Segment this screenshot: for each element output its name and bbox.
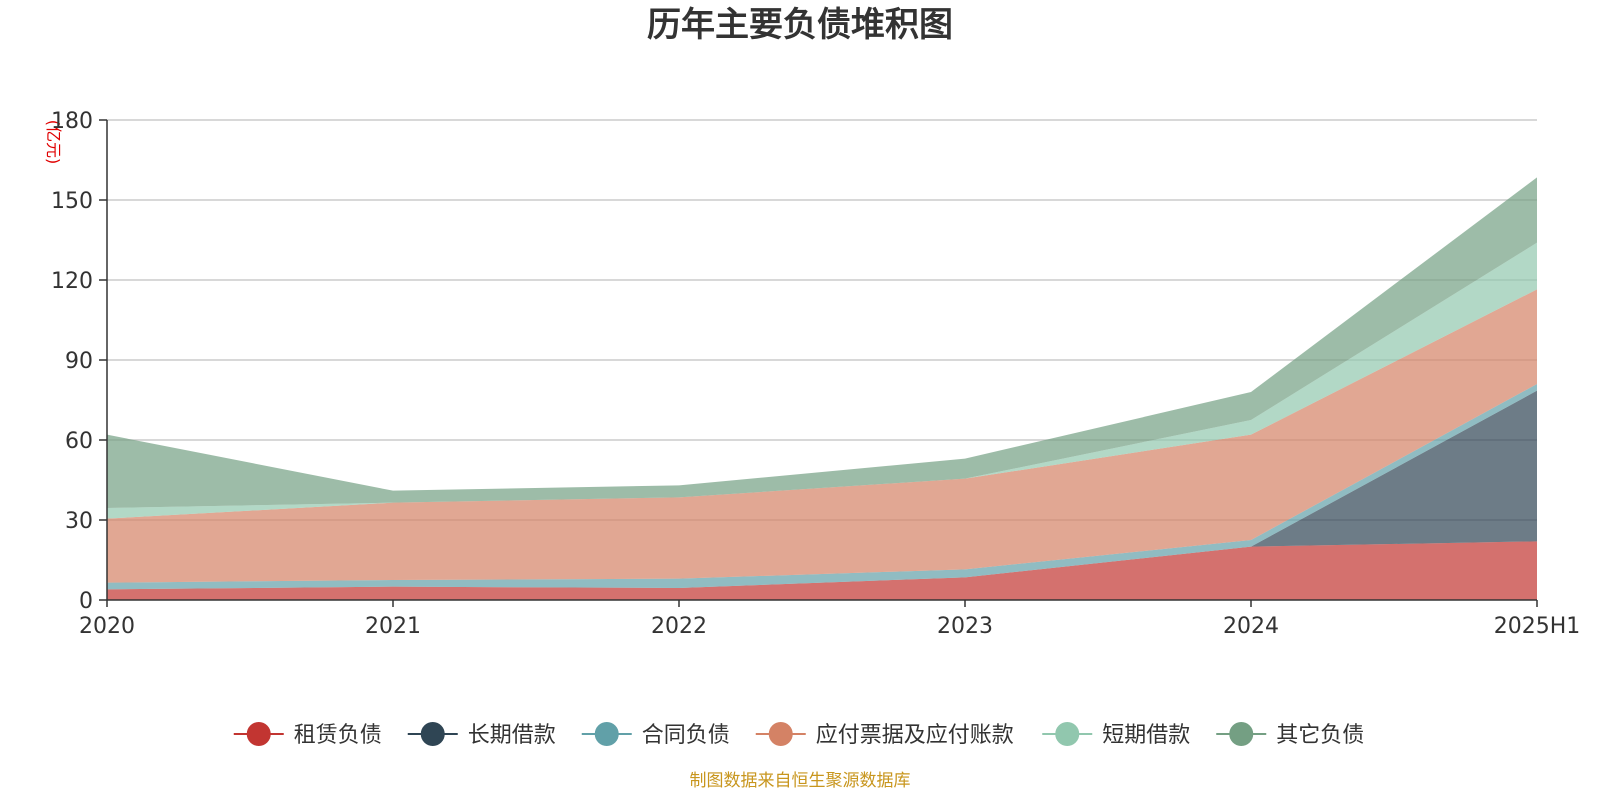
area-series-5 — [107, 177, 1537, 509]
x-tick-label: 2025H1 — [1494, 614, 1581, 639]
y-tick-label: 180 — [51, 109, 93, 134]
x-tick-label: 2024 — [1223, 614, 1279, 639]
legend-item-1[interactable]: 长期借款 — [407, 722, 556, 748]
legend-item-3[interactable]: 应付票据及应付账款 — [755, 722, 1014, 748]
legend-label: 其它负债 — [1276, 723, 1364, 748]
legend-item-5[interactable]: 其它负债 — [1216, 722, 1364, 748]
legend-marker-icon — [594, 722, 619, 746]
axes: 0 30 60 90 120 150 180 2020 2021 2022 2023 2024 2025… — [51, 109, 1580, 639]
legend: 租赁负债 长期借款 合同负债 应付票据及应付账款 短期借款 其它负债 — [233, 722, 1364, 748]
legend-marker-icon — [1055, 722, 1080, 746]
legend-marker-icon — [1229, 722, 1254, 746]
legend-item-4[interactable]: 短期借款 — [1042, 722, 1190, 748]
y-axis-unit-label: (亿元) — [44, 120, 63, 165]
area-series-3 — [107, 289, 1537, 583]
y-tick-label: 0 — [79, 589, 93, 614]
x-tick-label: 2020 — [79, 614, 135, 639]
y-tick-label: 150 — [51, 189, 93, 214]
x-tick-label: 2022 — [651, 614, 707, 639]
legend-label: 合同负债 — [642, 723, 730, 748]
x-tick-label: 2021 — [365, 614, 421, 639]
area-series-0 — [107, 541, 1537, 600]
legend-label: 租赁负债 — [294, 723, 382, 748]
legend-label: 长期借款 — [468, 723, 556, 748]
legend-marker-icon — [420, 722, 445, 746]
x-tick-label: 2023 — [937, 614, 993, 639]
legend-label: 应付票据及应付账款 — [816, 723, 1014, 748]
legend-item-0[interactable]: 租赁负债 — [233, 722, 382, 748]
legend-item-2[interactable]: 合同负债 — [581, 722, 730, 748]
chart-title: 历年主要负债堆积图 — [647, 5, 953, 45]
y-tick-label: 90 — [65, 349, 93, 374]
y-tick-label: 120 — [51, 269, 93, 294]
legend-marker-icon — [246, 722, 271, 746]
legend-label: 短期借款 — [1102, 723, 1190, 748]
y-tick-label: 30 — [65, 509, 93, 534]
data-source-note: 制图数据来自恒生聚源数据库 — [690, 771, 911, 791]
y-tick-label: 60 — [65, 429, 93, 454]
legend-marker-icon — [768, 722, 793, 746]
stacked-areas — [107, 177, 1537, 600]
